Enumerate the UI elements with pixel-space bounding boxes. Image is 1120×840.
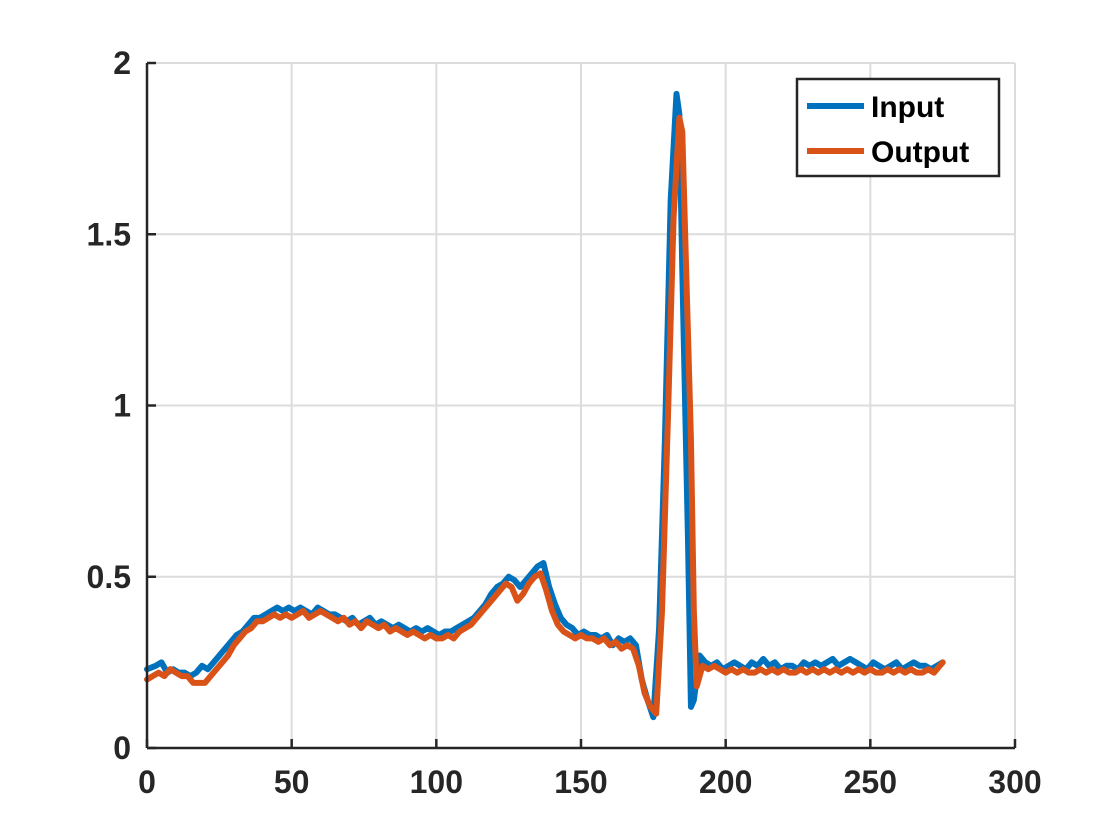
x-tick-label: 100: [410, 764, 463, 800]
y-tick-label: 2: [113, 45, 131, 81]
y-tick-label: 1.5: [87, 216, 131, 252]
x-tick-label: 250: [844, 764, 897, 800]
x-tick-label: 0: [138, 764, 156, 800]
x-tick-label: 150: [554, 764, 607, 800]
y-tick-label: 1: [113, 388, 131, 424]
tick-labels: 0 50 100 150 200 250 300 0 0.5 1 1.5 2: [87, 45, 1042, 800]
series-line-input: [144, 90, 946, 721]
series-line-output: [144, 114, 946, 717]
series-lines: [144, 90, 946, 721]
legend-label-output: Output: [871, 136, 969, 169]
x-tick-label: 50: [274, 764, 310, 800]
legend: Input Output: [795, 77, 1001, 178]
axes: [145, 61, 1017, 750]
x-tick-label: 200: [699, 764, 752, 800]
legend-label-input: Input: [871, 91, 944, 124]
y-tick-label: 0: [113, 730, 131, 766]
x-tick-label: 300: [988, 764, 1041, 800]
y-tick-label: 0.5: [87, 559, 131, 595]
legend-box: [795, 77, 1001, 178]
